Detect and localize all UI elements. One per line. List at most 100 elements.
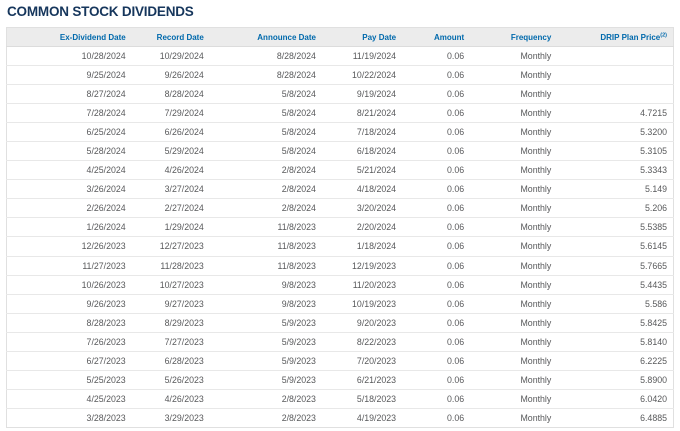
table-row: 11/27/2023 11/28/2023 11/8/2023 12/19/2023 0… (6, 255, 674, 276)
cell-frequency: Monthly (470, 103, 558, 123)
cell-drip_plan_price: 6.0420 (557, 388, 674, 409)
cell-record_date: 1/29/2024 (131, 217, 210, 237)
drip-plan-price-label: DRIP Plan Price (600, 32, 661, 42)
column-header-ex-dividend-date: Ex-Dividend Date (6, 27, 132, 47)
cell-ex_dividend_date: 10/28/2024 (6, 46, 132, 66)
cell-drip_plan_price: 4.7215 (557, 103, 674, 123)
cell-drip_plan_price (557, 65, 674, 85)
column-header-pay-date: Pay Date (321, 27, 403, 47)
cell-drip_plan_price: 5.3343 (557, 160, 674, 180)
cell-announce_date: 5/9/2023 (209, 350, 322, 371)
cell-drip_plan_price (557, 46, 674, 66)
cell-frequency: Monthly (470, 350, 558, 371)
cell-frequency: Monthly (470, 236, 558, 257)
cell-ex_dividend_date: 11/27/2023 (6, 255, 132, 276)
column-header-announce-date: Announce Date (209, 27, 322, 47)
column-header-frequency: Frequency (470, 27, 558, 47)
cell-frequency: Monthly (470, 293, 558, 314)
dividends-data-table: Ex-Dividend Date Record Date Announce Da… (6, 27, 674, 428)
table-header: Ex-Dividend Date Record Date Announce Da… (6, 27, 674, 47)
cell-announce_date: 2/8/2023 (209, 388, 322, 409)
cell-ex_dividend_date: 9/26/2023 (6, 293, 132, 314)
cell-drip_plan_price: 5.5385 (557, 217, 674, 237)
cell-record_date: 6/28/2023 (131, 350, 210, 371)
cell-record_date: 3/27/2024 (131, 179, 210, 199)
cell-drip_plan_price: 5.8900 (557, 369, 674, 390)
cell-record_date: 10/29/2024 (131, 46, 210, 66)
cell-drip_plan_price: 6.2225 (557, 350, 674, 371)
cell-amount: 0.06 (402, 198, 471, 218)
cell-announce_date: 9/8/2023 (209, 274, 322, 295)
cell-frequency: Monthly (470, 179, 558, 199)
cell-frequency: Monthly (470, 274, 558, 295)
cell-amount: 0.06 (402, 160, 471, 180)
cell-announce_date: 5/8/2024 (209, 141, 322, 161)
cell-announce_date: 2/8/2024 (209, 179, 322, 199)
cell-announce_date: 5/8/2024 (209, 103, 322, 123)
cell-pay_date: 1/18/2024 (321, 236, 403, 257)
cell-announce_date: 11/8/2023 (209, 217, 322, 237)
cell-pay_date: 7/20/2023 (321, 350, 403, 371)
cell-pay_date: 12/19/2023 (321, 255, 403, 276)
cell-amount: 0.06 (402, 350, 471, 371)
cell-pay_date: 4/18/2024 (321, 179, 403, 199)
cell-pay_date: 8/21/2024 (321, 103, 403, 123)
cell-ex_dividend_date: 4/25/2023 (6, 388, 132, 409)
cell-drip_plan_price: 5.586 (557, 293, 674, 314)
table-row: 9/26/2023 9/27/2023 9/8/2023 10/19/2023 0.06… (6, 293, 674, 314)
table-header-row: Ex-Dividend Date Record Date Announce Da… (6, 27, 674, 47)
cell-frequency: Monthly (470, 255, 558, 276)
cell-record_date: 10/27/2023 (131, 274, 210, 295)
cell-ex_dividend_date: 5/25/2023 (6, 369, 132, 390)
column-header-amount: Amount (402, 27, 471, 47)
table-row: 3/28/2023 3/29/2023 2/8/2023 4/19/2023 0.06 M… (6, 407, 674, 428)
footnote-marker: (2) (660, 31, 667, 38)
cell-announce_date: 11/8/2023 (209, 236, 322, 257)
table-row: 4/25/2023 4/26/2023 2/8/2023 5/18/2023 0.06 M… (6, 388, 674, 409)
cell-drip_plan_price: 5.3105 (557, 141, 674, 161)
cell-pay_date: 7/18/2024 (321, 122, 403, 142)
table-row: 8/27/2024 8/28/2024 5/8/2024 9/19/2024 0.06 M… (6, 84, 674, 104)
table-row: 3/26/2024 3/27/2024 2/8/2024 4/18/2024 0.06 M… (6, 179, 674, 199)
cell-record_date: 2/27/2024 (131, 198, 210, 218)
cell-record_date: 5/26/2023 (131, 369, 210, 390)
table-row: 6/25/2024 6/26/2024 5/8/2024 7/18/2024 0.06 M… (6, 122, 674, 142)
cell-record_date: 8/29/2023 (131, 312, 210, 333)
cell-amount: 0.06 (402, 84, 471, 104)
page-title: COMMON STOCK DIVIDENDS (7, 4, 194, 19)
cell-ex_dividend_date: 6/25/2024 (6, 122, 132, 142)
cell-frequency: Monthly (470, 65, 558, 85)
cell-drip_plan_price: 5.8425 (557, 312, 674, 333)
table-row: 5/28/2024 5/29/2024 5/8/2024 6/18/2024 0.06 M… (6, 141, 674, 161)
cell-amount: 0.06 (402, 331, 471, 352)
cell-announce_date: 5/9/2023 (209, 312, 322, 333)
cell-record_date: 3/29/2023 (131, 407, 210, 428)
cell-ex_dividend_date: 8/27/2024 (6, 84, 132, 104)
table-body: 10/28/2024 10/29/2024 8/28/2024 11/19/2024 0… (6, 46, 674, 428)
cell-record_date: 7/29/2024 (131, 103, 210, 123)
cell-ex_dividend_date: 1/26/2024 (6, 217, 132, 237)
cell-announce_date: 5/9/2023 (209, 369, 322, 390)
cell-record_date: 4/26/2024 (131, 160, 210, 180)
table-row: 1/26/2024 1/29/2024 11/8/2023 2/20/2024 0.06… (6, 217, 674, 237)
dividends-table: Ex-Dividend Date Record Date Announce Da… (6, 27, 674, 428)
cell-frequency: Monthly (470, 46, 558, 66)
cell-record_date: 9/26/2024 (131, 65, 210, 85)
cell-amount: 0.06 (402, 312, 471, 333)
cell-announce_date: 5/8/2024 (209, 122, 322, 142)
cell-drip_plan_price: 5.149 (557, 179, 674, 199)
cell-record_date: 11/28/2023 (131, 255, 210, 276)
cell-frequency: Monthly (470, 312, 558, 333)
cell-record_date: 9/27/2023 (131, 293, 210, 314)
column-header-drip-plan-price: DRIP Plan Price(2) (557, 27, 674, 47)
cell-amount: 0.06 (402, 65, 471, 85)
cell-pay_date: 9/19/2024 (321, 84, 403, 104)
cell-frequency: Monthly (470, 160, 558, 180)
table-row: 5/25/2023 5/26/2023 5/9/2023 6/21/2023 0.06 M… (6, 369, 674, 390)
cell-pay_date: 6/21/2023 (321, 369, 403, 390)
cell-amount: 0.06 (402, 407, 471, 428)
cell-pay_date: 4/19/2023 (321, 407, 403, 428)
cell-pay_date: 5/21/2024 (321, 160, 403, 180)
table-row: 12/26/2023 12/27/2023 11/8/2023 1/18/2024 0.… (6, 236, 674, 257)
cell-ex_dividend_date: 4/25/2024 (6, 160, 132, 180)
